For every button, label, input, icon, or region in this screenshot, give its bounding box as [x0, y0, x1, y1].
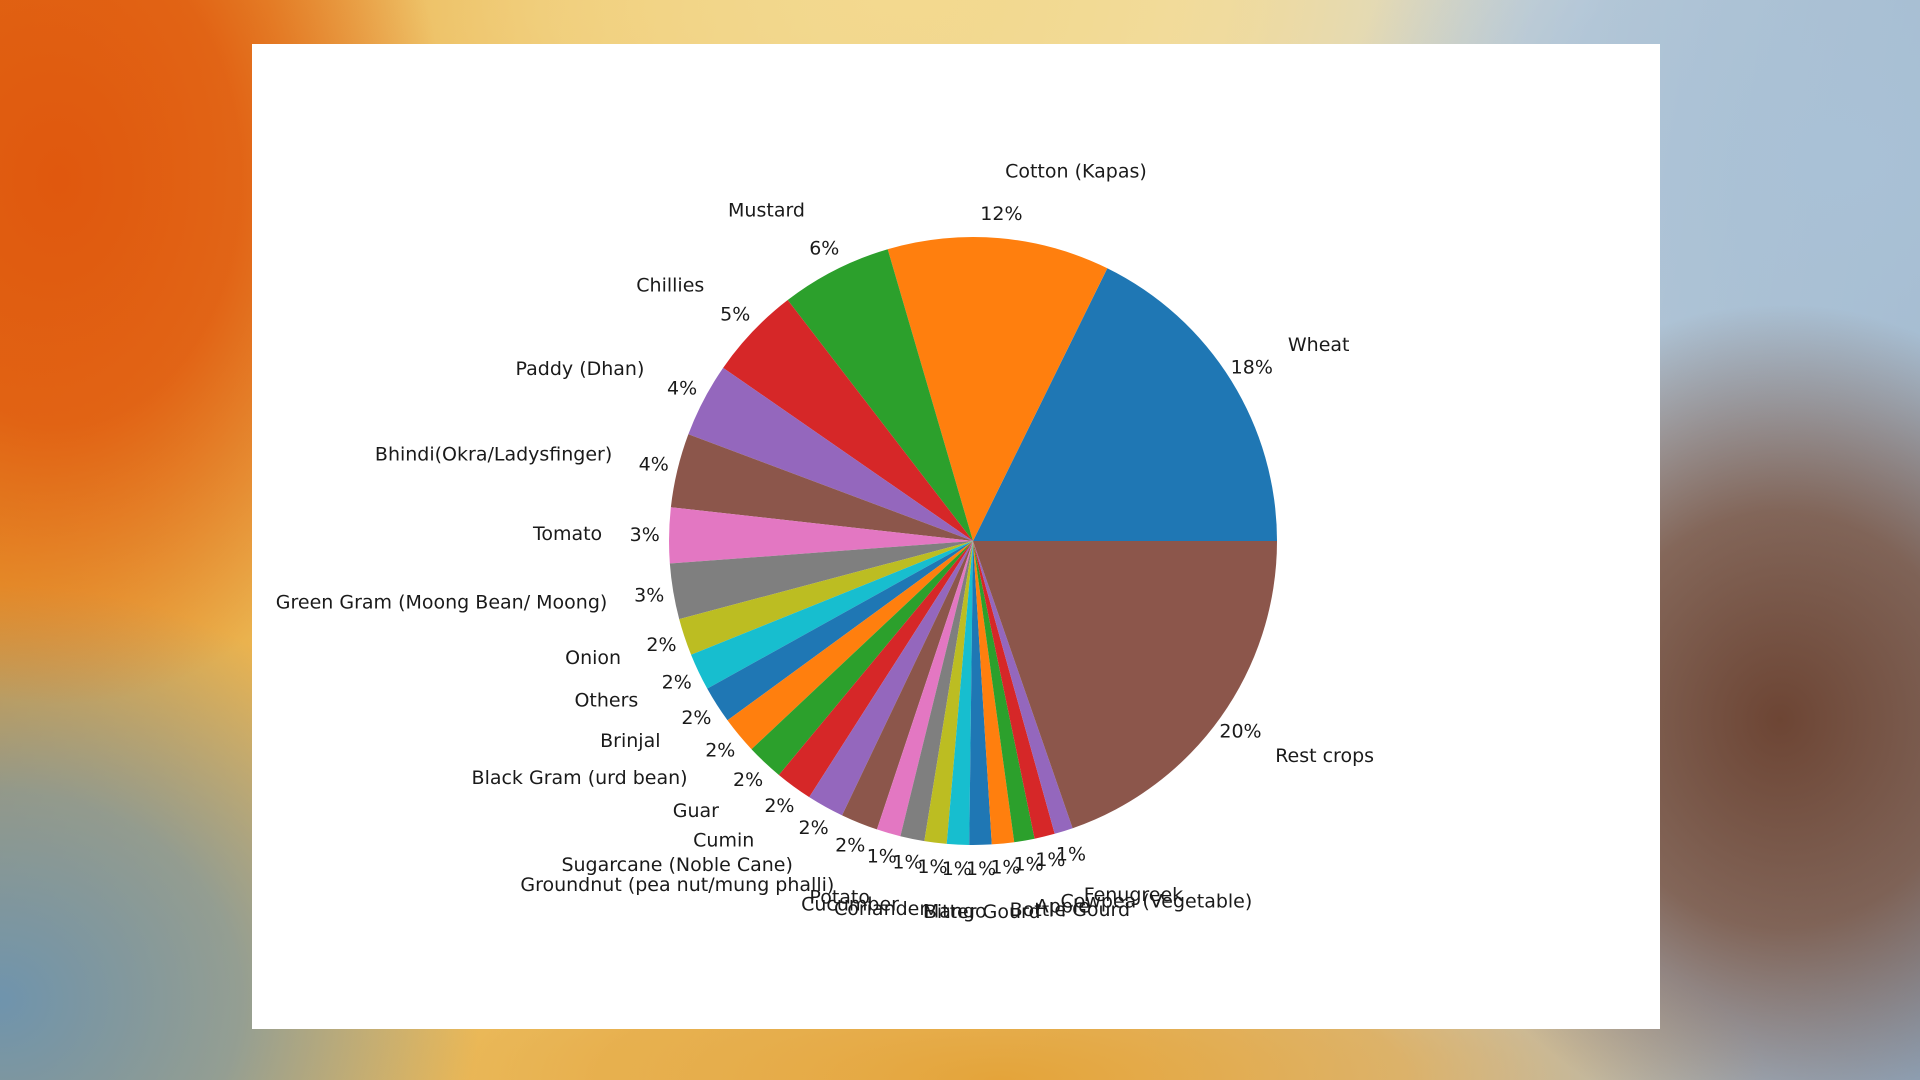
category-label-tomato: Tomato — [532, 523, 602, 545]
pie-slice-brinjal — [707, 541, 973, 721]
pct-label-rest-crops: 20% — [1219, 720, 1261, 742]
category-label-coriander: Coriander — [834, 898, 927, 920]
category-labels: Wheat Cotton (Kapas) Mustard Chillies Paddy … — [276, 161, 1374, 923]
pct-label-bottle-gourd: 1% — [990, 857, 1020, 879]
pie-slice-wheat — [973, 268, 1277, 541]
pie-slice-cotton-kapas — [887, 236, 1108, 541]
pct-label-paddy-dhan: 4% — [667, 378, 697, 400]
category-label-cumin: Cumin — [693, 830, 754, 852]
pct-label-groundnut-pea-nut-mung-phalli: 2% — [835, 835, 865, 857]
pct-label-chillies: 5% — [720, 304, 750, 326]
pct-label-others: 2% — [662, 671, 692, 693]
pct-label-mango: 1% — [942, 858, 972, 880]
pie-slice-groundnut-pea-nut-mung-phalli — [842, 541, 973, 830]
pct-label-sugarcane-noble-cane: 2% — [799, 817, 829, 839]
pie-slice-bottle-gourd — [973, 541, 1015, 845]
pie-slice-cucumber — [900, 541, 973, 842]
category-label-bhindi-okra-ladysfinger: Bhindi(Okra/Ladysfinger) — [375, 444, 612, 466]
category-label-black-gram-urd-bean: Black Gram (urd bean) — [472, 767, 688, 789]
pct-label-fenugreek: 1% — [1056, 843, 1086, 865]
category-label-brinjal: Brinjal — [600, 730, 660, 752]
pct-label-onion: 2% — [646, 634, 676, 656]
category-label-potato: Potato — [809, 886, 870, 908]
category-label-bitter-gourd: Bitter Gourd — [924, 901, 1041, 923]
category-label-green-gram-moong-bean-moong: Green Gram (Moong Bean/ Moong) — [276, 592, 608, 614]
category-label-chillies: Chillies — [636, 274, 704, 296]
category-label-onion: Onion — [565, 647, 621, 669]
pie-slices — [669, 236, 1277, 846]
pct-label-bhindi-okra-ladysfinger: 4% — [639, 454, 669, 476]
percent-labels: 18%12%6%5%4%4%3%3%2%2%2%2%2%2%2%2% 1%1%1%… — [630, 203, 1273, 880]
pie-slice-sugarcane-noble-cane — [809, 541, 973, 816]
category-label-groundnut-pea-nut-mung-phalli: Groundnut (pea nut/mung phalli) — [520, 874, 834, 896]
pie-slice-bitter-gourd — [969, 541, 992, 846]
pct-label-green-gram-moong-bean-moong: 3% — [634, 585, 664, 607]
pct-label-bitter-gourd: 1% — [966, 858, 996, 880]
category-label-rest-crops: Rest crops — [1275, 745, 1374, 767]
pct-label-coriander: 1% — [917, 856, 947, 878]
pct-label-cowpea-vegetable: 1% — [1035, 849, 1065, 871]
pie-slice-chillies — [723, 300, 973, 541]
pct-label-mustard: 6% — [809, 237, 839, 259]
pie-slice-potato — [876, 541, 973, 837]
pie-slice-paddy-dhan — [688, 367, 973, 541]
pct-label-tomato: 3% — [630, 524, 660, 546]
pct-label-brinjal: 2% — [681, 707, 711, 729]
pie-slice-bhindi-okra-ladysfinger — [670, 434, 973, 541]
category-label-wheat: Wheat — [1288, 334, 1350, 356]
category-label-mango: Mango — [923, 900, 987, 922]
category-label-paddy-dhan: Paddy (Dhan) — [516, 358, 645, 380]
pct-label-guar: 2% — [733, 769, 763, 791]
pie-slice-cowpea-vegetable — [973, 541, 1055, 839]
pct-label-cotton-kapas: 12% — [980, 203, 1022, 225]
category-label-apple: Apple — [1036, 896, 1090, 918]
category-label-bottle-gourd: Bottle Gourd — [1010, 899, 1131, 921]
pie-slice-tomato — [669, 507, 973, 564]
pie-slice-guar — [751, 541, 973, 775]
pie-slice-cumin — [778, 541, 973, 798]
pie-slice-coriander — [924, 541, 973, 844]
category-label-fenugreek: Fenugreek — [1084, 884, 1184, 906]
pie-slice-others — [691, 541, 973, 689]
pct-label-apple: 1% — [1014, 854, 1044, 876]
category-label-cowpea-vegetable: Cowpea (Vegetable) — [1061, 890, 1253, 912]
pct-label-wheat: 18% — [1231, 357, 1273, 379]
pie-slice-green-gram-moong-bean-moong — [669, 541, 973, 620]
pie-slice-onion — [679, 541, 973, 655]
pie-slice-mango — [946, 541, 973, 845]
category-label-cotton-kapas: Cotton (Kapas) — [1005, 161, 1147, 183]
pie-slice-mustard — [787, 249, 973, 541]
pct-label-black-gram-urd-bean: 2% — [705, 740, 735, 762]
category-label-sugarcane-noble-cane: Sugarcane (Noble Cane) — [561, 854, 792, 876]
pie-slice-black-gram-urd-bean — [727, 541, 973, 750]
category-label-guar: Guar — [673, 800, 719, 822]
pct-label-cucumber: 1% — [892, 852, 922, 874]
category-label-cucumber: Cucumber — [801, 893, 899, 915]
pie-slice-apple — [973, 541, 1035, 843]
pie-slice-rest-crops — [973, 541, 1277, 829]
pct-label-potato: 1% — [867, 845, 897, 867]
category-label-mustard: Mustard — [728, 199, 805, 221]
category-label-others: Others — [574, 690, 638, 712]
pie-slice-fenugreek — [973, 541, 1073, 834]
pct-label-cumin: 2% — [764, 795, 794, 817]
